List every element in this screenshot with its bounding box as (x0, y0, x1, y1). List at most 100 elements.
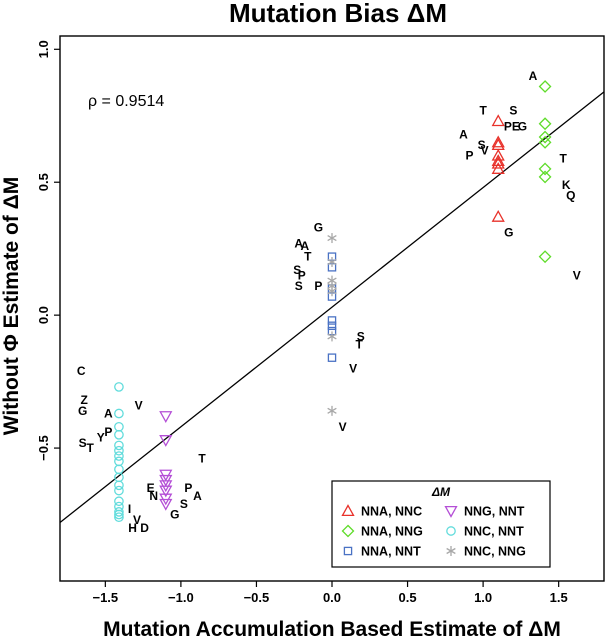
amino-acid-label: K (562, 178, 571, 192)
amino-acid-label: T (87, 441, 95, 455)
legend-label: NNC, NNG (464, 545, 526, 559)
amino-acid-label: V (573, 268, 581, 282)
amino-acid-label: P (466, 149, 474, 163)
y-tick-label: −0.5 (36, 435, 51, 461)
correlation-annotation: ρ = 0.9514 (88, 93, 164, 110)
legend-marker (444, 505, 458, 518)
y-axis-ticks: −0.5 0.0 0.5 1.0 (36, 40, 60, 461)
data-point (159, 411, 173, 424)
amino-acid-label: P (184, 481, 192, 495)
legend-entry: NNA, NNG (341, 524, 423, 539)
amino-acid-label: A (104, 407, 113, 421)
legend-entry: NNA, NNT (343, 545, 421, 559)
data-point (538, 135, 552, 149)
legend-label: NNA, NNG (361, 525, 423, 539)
data-point (159, 498, 173, 511)
data-point (114, 509, 124, 520)
amino-acid-label: S (180, 497, 188, 511)
series-nnc-nnt (114, 382, 124, 523)
amino-acid-label: G (504, 226, 513, 240)
data-point (159, 485, 173, 498)
amino-acid-label: S (509, 103, 517, 117)
amino-acid-label: PE (504, 119, 520, 133)
data-point (114, 507, 124, 517)
data-point (114, 440, 124, 451)
amino-acid-label: V (349, 361, 357, 375)
data-point (159, 435, 173, 447)
data-point (114, 451, 124, 461)
data-point (491, 148, 505, 161)
data-point (114, 464, 124, 475)
data-point (114, 408, 124, 419)
amino-acid-label: G (518, 119, 527, 133)
amino-acid-label: Q (566, 189, 575, 203)
data-point (538, 80, 552, 93)
series-nnc-nng (327, 233, 337, 416)
data-point (327, 353, 337, 362)
data-point (538, 117, 552, 131)
data-point (327, 405, 337, 416)
legend-marker (446, 546, 456, 556)
amino-acid-label: S (293, 263, 301, 277)
legend-marker (341, 504, 355, 517)
data-point (114, 485, 124, 496)
data-point (327, 331, 337, 342)
x-tick-label: 1.5 (550, 590, 568, 605)
legend-label: NNC, NNT (464, 525, 524, 539)
y-tick-label: 1.0 (36, 40, 51, 58)
legend-label: NNA, NNT (361, 545, 421, 559)
legend-marker (343, 546, 353, 556)
x-tick-label: −1.5 (92, 590, 118, 605)
legend-marker (341, 524, 355, 538)
amino-acid-label: P (314, 279, 322, 293)
y-axis-label: Without Φ Estimate of ΔM (0, 177, 23, 435)
amino-acid-label: T (198, 452, 206, 466)
amino-acid-label: I (128, 502, 131, 516)
data-point (538, 162, 552, 176)
amino-acid-label: S (478, 138, 486, 152)
series-nng-nnt (159, 411, 173, 511)
legend-label: NNG, NNT (464, 505, 525, 519)
data-point (327, 316, 337, 325)
chart-title: Mutation Bias ΔM (229, 0, 447, 28)
legend: ΔM NNA, NNC NNG, NNT NNA, NNG NNC, NNT NNA, … (331, 480, 551, 568)
legend-entry: NNC, NNG (446, 545, 526, 559)
x-tick-label: 0.0 (323, 590, 341, 605)
amino-acid-label: G (170, 508, 179, 522)
amino-acid-label: A (300, 239, 309, 253)
data-point (114, 445, 124, 456)
amino-acid-label: D (140, 521, 149, 535)
amino-acid-label: Z (81, 393, 88, 407)
data-point (114, 382, 124, 392)
amino-acid-label: S (357, 329, 365, 343)
data-point (114, 429, 124, 440)
data-point (114, 456, 124, 467)
data-point (491, 114, 505, 127)
amino-acid-label: A (459, 127, 468, 141)
x-tick-label: 0.5 (399, 590, 417, 605)
x-axis-label: Mutation Accumulation Based Estimate of … (103, 618, 561, 640)
data-point (114, 421, 124, 432)
amino-acid-label: A (294, 236, 303, 250)
amino-acid-label: T (479, 103, 487, 117)
amino-acid-label: A (193, 489, 202, 503)
data-point (327, 256, 337, 267)
data-point (327, 321, 337, 331)
amino-acid-label: P (104, 425, 112, 439)
amino-acid-label: N (149, 489, 158, 503)
data-point (114, 496, 124, 507)
x-tick-label: 1.0 (474, 590, 492, 605)
data-point (538, 250, 552, 264)
legend-box (331, 480, 551, 568)
amino-acid-label: E (147, 481, 155, 495)
regression-line (59, 91, 605, 524)
amino-acid-label: Y (97, 430, 105, 444)
legend-marker (446, 526, 456, 536)
data-point (327, 286, 337, 297)
series-nna-nnc (491, 114, 505, 222)
legend-label: NNA, NNC (361, 505, 422, 519)
data-point (327, 233, 337, 244)
